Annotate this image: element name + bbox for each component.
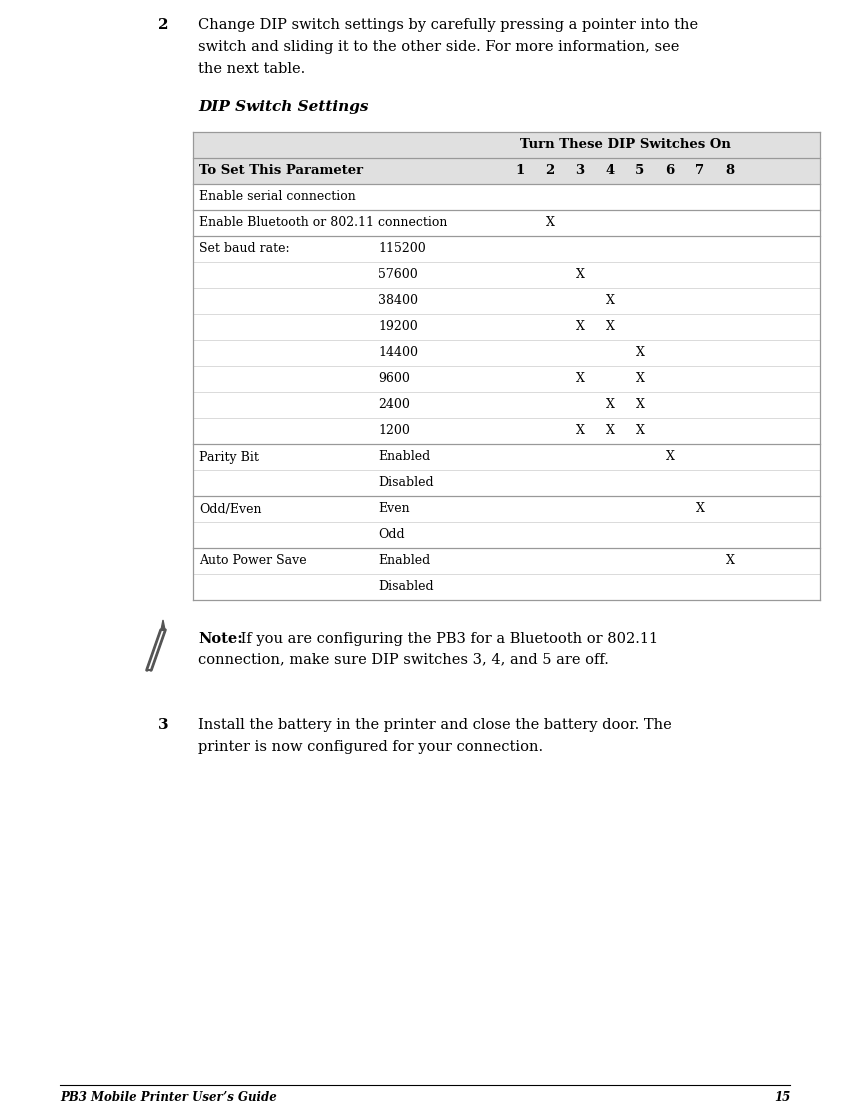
Text: DIP Switch Settings: DIP Switch Settings: [198, 100, 369, 114]
Text: Enabled: Enabled: [378, 450, 430, 464]
Bar: [193, 418, 820, 444]
Text: 1200: 1200: [378, 425, 410, 437]
Bar: [193, 366, 820, 392]
Text: 14400: 14400: [378, 347, 418, 359]
Text: X: X: [575, 320, 585, 333]
Text: 38400: 38400: [378, 294, 418, 308]
Text: Odd: Odd: [378, 529, 405, 542]
Bar: [193, 184, 820, 210]
Text: Install the battery in the printer and close the battery door. The: Install the battery in the printer and c…: [198, 718, 672, 733]
Text: PB3 Mobile Printer User’s Guide: PB3 Mobile Printer User’s Guide: [60, 1090, 277, 1104]
Text: X: X: [575, 372, 585, 386]
Text: Change DIP switch settings by carefully pressing a pointer into the: Change DIP switch settings by carefully …: [198, 18, 698, 32]
Text: Odd/Even: Odd/Even: [199, 503, 262, 515]
Text: 3: 3: [158, 718, 168, 733]
Text: 1: 1: [515, 165, 524, 177]
Text: X: X: [636, 425, 644, 437]
Text: 9600: 9600: [378, 372, 410, 386]
Bar: [193, 236, 820, 262]
Text: printer is now configured for your connection.: printer is now configured for your conne…: [198, 740, 543, 754]
Bar: [193, 210, 820, 236]
Text: 4: 4: [605, 165, 615, 177]
Text: 57600: 57600: [378, 269, 417, 281]
Text: X: X: [575, 425, 585, 437]
Text: Disabled: Disabled: [378, 581, 434, 593]
Bar: [193, 547, 820, 574]
Text: 2: 2: [158, 18, 168, 32]
Bar: [193, 496, 820, 522]
Text: Auto Power Save: Auto Power Save: [199, 554, 307, 568]
Text: 2400: 2400: [378, 398, 410, 411]
Text: 19200: 19200: [378, 320, 417, 333]
Text: Note:: Note:: [198, 632, 243, 646]
Text: switch and sliding it to the other side. For more information, see: switch and sliding it to the other side.…: [198, 40, 679, 54]
Bar: [193, 314, 820, 340]
Text: Disabled: Disabled: [378, 476, 434, 489]
Text: X: X: [546, 216, 554, 230]
Text: 15: 15: [774, 1090, 790, 1104]
Polygon shape: [147, 630, 165, 670]
Text: Set baud rate:: Set baud rate:: [199, 242, 290, 255]
Bar: [193, 340, 820, 366]
Text: X: X: [605, 294, 615, 308]
Text: Even: Even: [378, 503, 410, 515]
Text: connection, make sure DIP switches 3, 4, and 5 are off.: connection, make sure DIP switches 3, 4,…: [198, 652, 609, 666]
Text: X: X: [636, 372, 644, 386]
Bar: [193, 288, 820, 314]
Bar: [193, 262, 820, 288]
Bar: [193, 132, 820, 184]
Text: X: X: [666, 450, 674, 464]
Text: 6: 6: [666, 165, 675, 177]
Text: X: X: [695, 503, 705, 515]
Text: Enabled: Enabled: [378, 554, 430, 568]
Text: 115200: 115200: [378, 242, 426, 255]
Text: 3: 3: [575, 165, 585, 177]
Text: Parity Bit: Parity Bit: [199, 450, 259, 464]
Text: X: X: [636, 347, 644, 359]
Text: X: X: [636, 398, 644, 411]
Bar: [193, 574, 820, 600]
Text: To Set This Parameter: To Set This Parameter: [199, 165, 363, 177]
Text: X: X: [605, 398, 615, 411]
Text: the next table.: the next table.: [198, 62, 305, 76]
Bar: [193, 392, 820, 418]
Text: X: X: [726, 554, 734, 568]
Polygon shape: [161, 620, 165, 630]
Bar: [193, 471, 820, 496]
Text: Enable Bluetooth or 802.11 connection: Enable Bluetooth or 802.11 connection: [199, 216, 447, 230]
Bar: [193, 522, 820, 547]
Text: 7: 7: [695, 165, 705, 177]
Text: 5: 5: [635, 165, 644, 177]
Text: If you are configuring the PB3 for a Bluetooth or 802.11: If you are configuring the PB3 for a Blu…: [236, 632, 658, 646]
Text: Turn These DIP Switches On: Turn These DIP Switches On: [519, 138, 730, 152]
Text: X: X: [605, 425, 615, 437]
Text: 2: 2: [546, 165, 554, 177]
Bar: [193, 444, 820, 471]
Text: 8: 8: [725, 165, 734, 177]
Text: X: X: [575, 269, 585, 281]
Text: Enable serial connection: Enable serial connection: [199, 191, 356, 204]
Text: X: X: [605, 320, 615, 333]
